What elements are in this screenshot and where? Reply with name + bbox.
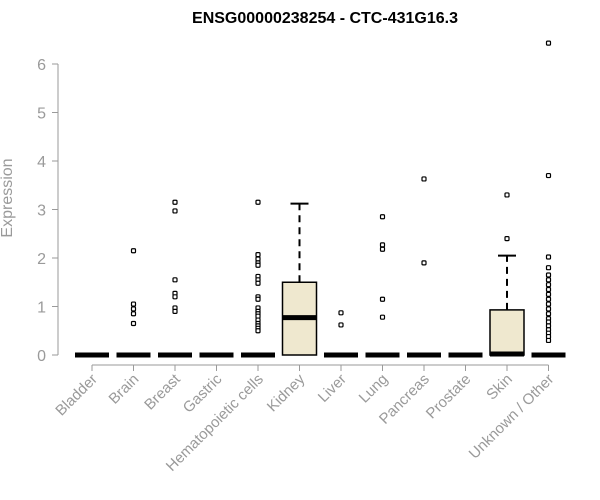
outlier-point	[545, 301, 552, 307]
outlier-point	[379, 214, 386, 220]
outlier-point	[255, 262, 261, 268]
x-tick-label: Lung	[356, 371, 392, 407]
outlier-point	[130, 306, 137, 312]
box-liver	[324, 310, 358, 358]
outlier-point	[255, 328, 261, 334]
x-tick-label: Brain	[106, 371, 143, 408]
y-tick-label: 4	[37, 154, 46, 171]
box-pancreas	[407, 176, 441, 358]
outlier-point	[545, 306, 552, 312]
box-breast	[158, 199, 192, 358]
boxes-group	[75, 40, 566, 358]
y-tick-label: 6	[37, 57, 46, 74]
outlier-point	[545, 311, 552, 317]
y-tick-label: 0	[37, 348, 46, 365]
y-tick-label: 3	[37, 203, 46, 220]
x-tick-label: Bladder	[52, 371, 101, 420]
outlier-point	[504, 192, 510, 198]
outlier-point	[421, 176, 427, 182]
y-tick-label: 1	[37, 300, 46, 317]
y-tick-label: 2	[37, 251, 46, 268]
outlier-point	[255, 252, 261, 258]
box-brain	[116, 248, 151, 358]
outlier-point	[379, 314, 386, 320]
outlier-point	[545, 265, 552, 271]
box-body	[489, 309, 525, 356]
x-tick-label: Prostate	[423, 371, 475, 423]
x-tick-label: Kidney	[264, 370, 309, 415]
outlier-point	[130, 301, 137, 307]
x-tick-label: Breast	[141, 370, 184, 413]
outlier-point	[379, 242, 386, 248]
outlier-point	[545, 272, 552, 278]
outlier-point	[545, 277, 552, 283]
outlier-point	[255, 199, 261, 205]
outlier-point	[130, 248, 137, 254]
x-tick-label: Liver	[315, 371, 350, 406]
outlier-point	[379, 296, 386, 302]
outlier-point	[545, 296, 552, 302]
outlier-point	[545, 172, 552, 179]
outlier-point	[172, 199, 178, 205]
outlier-point	[172, 308, 178, 314]
outlier-point	[130, 320, 137, 327]
box-lung	[365, 214, 400, 358]
outlier-point	[504, 236, 510, 242]
x-tick-label: Skin	[483, 371, 516, 404]
outlier-point	[545, 286, 552, 293]
outlier-point	[421, 260, 427, 266]
box-kidney	[281, 202, 318, 356]
outlier-point	[172, 277, 178, 283]
outlier-point	[255, 296, 261, 302]
box-skin	[489, 192, 525, 357]
box-unknown-other	[531, 40, 566, 358]
outlier-point	[545, 40, 552, 46]
outlier-point	[379, 246, 386, 252]
chart-title: ENSG00000238254 - CTC-431G16.3	[192, 10, 458, 27]
outlier-point	[172, 208, 178, 214]
y-axis: 0 1 2 3 4 5 6	[37, 57, 59, 365]
outlier-point	[545, 291, 552, 297]
outlier-point	[545, 337, 552, 344]
box-hematopoietic-cells	[241, 199, 275, 358]
y-tick-label: 5	[37, 106, 46, 123]
outlier-point	[338, 322, 344, 328]
outlier-point	[172, 294, 178, 300]
outlier-point	[338, 310, 344, 316]
outlier-point	[545, 254, 552, 260]
outlier-point	[545, 282, 552, 288]
y-axis-label: Expression	[0, 158, 16, 237]
outlier-point	[255, 280, 261, 286]
outlier-point	[130, 311, 137, 317]
